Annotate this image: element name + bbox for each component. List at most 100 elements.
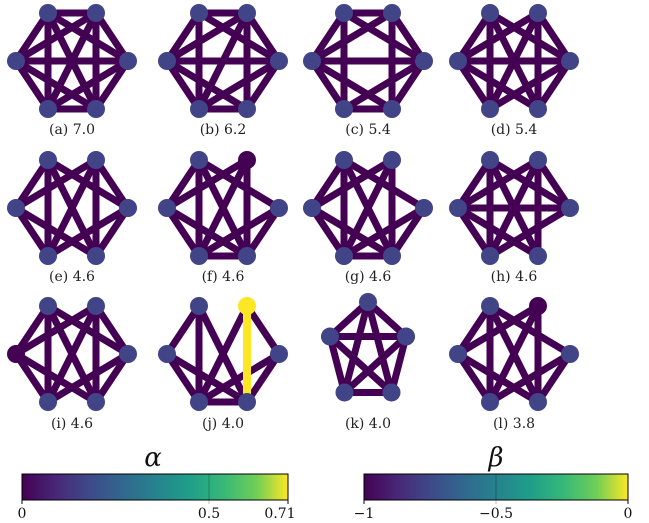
graph-edge xyxy=(44,350,132,406)
graph-edge xyxy=(308,57,396,113)
graph-edge xyxy=(92,204,132,260)
graph-edge xyxy=(454,350,542,406)
alpha-tick-05: 0.5 xyxy=(198,506,220,522)
graph-node xyxy=(39,100,57,118)
graph-node xyxy=(238,247,256,265)
graph-edge xyxy=(12,302,100,358)
graph-edge xyxy=(12,350,100,406)
caption-h: (h) 4.6 xyxy=(491,269,538,285)
graph-node xyxy=(39,4,57,22)
graph-node xyxy=(270,345,288,363)
graph-edge xyxy=(12,302,52,358)
graph-edge xyxy=(12,350,52,406)
graph-node xyxy=(87,297,105,315)
graph-edge xyxy=(163,57,203,113)
caption-f: (f) 4.6 xyxy=(202,269,245,285)
graph-edge xyxy=(308,9,396,65)
graph-node xyxy=(335,151,353,169)
graph-node xyxy=(238,100,256,118)
graph-panel-j xyxy=(158,297,288,411)
graph-edge xyxy=(388,333,410,396)
graph-node xyxy=(529,393,547,411)
graph-edge xyxy=(454,57,494,113)
graph-edge xyxy=(44,204,132,260)
graph-node xyxy=(397,327,416,346)
graph-edge xyxy=(308,156,396,212)
graph-node xyxy=(529,4,547,22)
graph-node xyxy=(415,199,433,217)
graph-edge xyxy=(44,302,132,358)
graph-node xyxy=(190,393,208,411)
graph-node xyxy=(7,199,25,217)
graph-edge xyxy=(12,9,100,65)
graph-node xyxy=(529,151,547,169)
graph-edge xyxy=(243,350,283,406)
graph-edge xyxy=(340,298,372,396)
graph-node xyxy=(270,199,288,217)
graph-node xyxy=(87,151,105,169)
graph-edge xyxy=(163,350,251,406)
graph-edge xyxy=(340,156,396,260)
graph-node xyxy=(359,293,377,311)
graph-edge xyxy=(326,333,348,396)
beta-tick-neg1: −1 xyxy=(354,506,375,522)
graph-panel-l xyxy=(449,297,579,411)
graph-edge xyxy=(163,350,203,406)
graph-edge xyxy=(243,302,283,358)
graph-panel-f xyxy=(158,151,288,265)
graph-panel-c xyxy=(303,4,433,118)
graph-edge xyxy=(534,9,574,65)
graph-edge xyxy=(308,204,396,260)
caption-e: (e) 4.6 xyxy=(49,269,95,285)
graph-edge xyxy=(486,57,574,113)
beta-tick-0: 0 xyxy=(624,506,633,522)
graph-node xyxy=(87,4,105,22)
graph-node xyxy=(119,52,137,70)
graph-node xyxy=(382,383,401,402)
graph-edge xyxy=(454,302,494,358)
graph-edge xyxy=(340,9,428,65)
graph-edge xyxy=(44,156,132,212)
graph-edge xyxy=(454,204,542,260)
graph-edge xyxy=(364,298,396,396)
graph-node xyxy=(190,247,208,265)
graph-edge xyxy=(195,156,283,212)
graph-panel-k xyxy=(320,293,416,402)
graph-panel-a xyxy=(7,4,137,118)
graph-node xyxy=(383,100,401,118)
beta-colorbar-title: β xyxy=(487,443,503,473)
graph-edge xyxy=(486,204,574,260)
graph-edge xyxy=(92,156,132,212)
graph-node xyxy=(481,100,499,118)
graph-node xyxy=(335,383,354,402)
graph-node xyxy=(87,100,105,118)
caption-a: (a) 7.0 xyxy=(49,122,95,138)
caption-l: (l) 3.8 xyxy=(493,416,535,432)
graph-node xyxy=(335,100,353,118)
alpha-tick-0: 0 xyxy=(18,506,27,522)
graph-node xyxy=(190,4,208,22)
graph-node xyxy=(238,4,256,22)
graph-node xyxy=(39,151,57,169)
graph-edge xyxy=(163,9,203,65)
graph-panel-h xyxy=(449,151,579,265)
graph-panel-b xyxy=(158,4,288,118)
graph-node xyxy=(561,52,579,70)
graph-edge xyxy=(340,156,428,212)
graph-edge xyxy=(92,350,132,406)
graph-panel-d xyxy=(449,4,579,118)
graph-edge xyxy=(308,156,348,212)
graph-edge xyxy=(92,57,132,113)
graph-edge xyxy=(486,350,574,406)
graph-edge xyxy=(163,204,251,260)
graph-edge xyxy=(163,57,251,113)
graph-edge xyxy=(12,204,52,260)
graph-edge xyxy=(534,350,574,406)
graph-edge xyxy=(454,156,542,212)
graph-edge xyxy=(195,302,251,406)
graph-node xyxy=(529,100,547,118)
graph-edge xyxy=(12,156,100,212)
graph-node xyxy=(7,345,25,363)
graph-node xyxy=(158,199,176,217)
